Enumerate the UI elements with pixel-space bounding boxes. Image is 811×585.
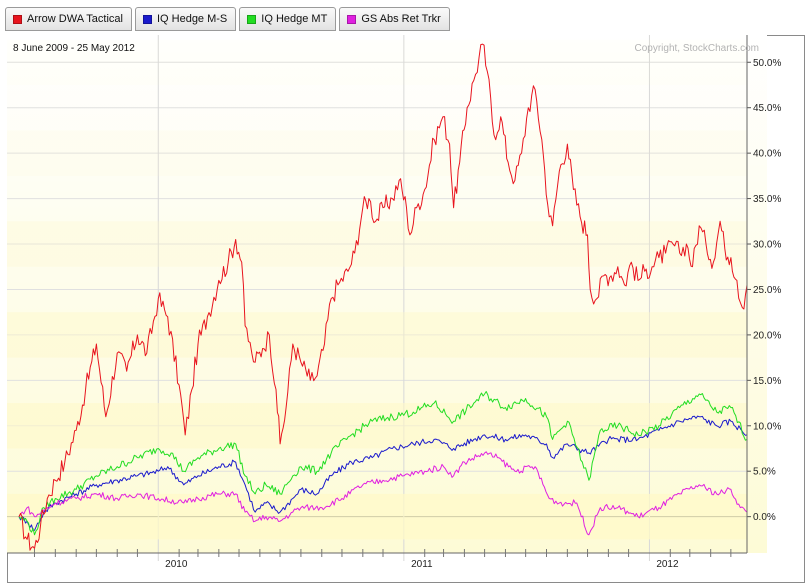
y-band xyxy=(7,403,747,449)
legend-swatch xyxy=(247,14,257,24)
copyright-label: Copyright, StockCharts.com xyxy=(635,43,760,54)
x-axis: 2010 2011 2012 xyxy=(7,549,747,570)
y-tick-label: 30.0% xyxy=(753,240,781,251)
y-tick-label: 15.0% xyxy=(753,376,781,387)
legend-tab-iq-hedge-mt[interactable]: IQ Hedge MT xyxy=(239,7,337,31)
y-band xyxy=(7,130,747,176)
y-tick-label: 20.0% xyxy=(753,330,781,341)
y-tick-label: 40.0% xyxy=(753,149,781,160)
y-tick-label: 45.0% xyxy=(753,103,781,114)
y-tick-label: 35.0% xyxy=(753,194,781,205)
series-lines xyxy=(18,43,748,551)
performance-line-chart: 0.0% 5.0% 10.0% 15.0% 20.0% 25.0% 30.0% 35.0% 40… xyxy=(7,35,781,570)
y-band xyxy=(7,39,747,85)
y-band xyxy=(7,221,747,267)
legend-label: IQ Hedge M-S xyxy=(156,13,228,25)
date-range-label: 8 June 2009 - 25 May 2012 xyxy=(13,43,135,54)
y-tick-label: 25.0% xyxy=(753,285,781,296)
series-line-iq-hedge-m-s xyxy=(18,415,748,531)
legend-tab-gs-abs-ret-trkr[interactable]: GS Abs Ret Trkr xyxy=(339,7,450,31)
y-band xyxy=(7,312,747,358)
alternating-bands xyxy=(7,39,747,540)
series-line-arrow-dwa-tactical xyxy=(18,43,748,551)
legend-label: IQ Hedge MT xyxy=(261,13,328,25)
legend-label: GS Abs Ret Trkr xyxy=(361,13,441,25)
x-tick-label: 2011 xyxy=(411,559,433,570)
series-line-gs-abs-ret-trkr xyxy=(18,451,748,536)
legend-swatch xyxy=(142,14,152,24)
legend-swatch xyxy=(347,14,357,24)
legend-tab-iq-hedge-ms[interactable]: IQ Hedge M-S xyxy=(134,7,237,31)
y-tick-label: 50.0% xyxy=(753,58,781,69)
x-tick-label: 2012 xyxy=(656,559,679,570)
y-tick-label: 10.0% xyxy=(753,421,781,432)
legend-label: Arrow DWA Tactical xyxy=(27,13,123,25)
plot-background xyxy=(7,35,767,553)
y-axis: 0.0% 5.0% 10.0% 15.0% 20.0% 25.0% 30.0% 35.0% 40… xyxy=(746,35,781,553)
legend-tab-arrow-dwa-tactical[interactable]: Arrow DWA Tactical xyxy=(5,7,132,31)
y-band xyxy=(7,493,747,540)
x-tick-label: 2010 xyxy=(165,559,188,570)
legend-swatch xyxy=(13,14,22,24)
legend-bar: Arrow DWA Tactical IQ Hedge M-S IQ Hedge… xyxy=(5,7,450,31)
series-line-iq-hedge-mt xyxy=(18,391,748,536)
y-tick-label: 0.0% xyxy=(753,512,776,523)
y-tick-label: 5.0% xyxy=(753,467,776,478)
